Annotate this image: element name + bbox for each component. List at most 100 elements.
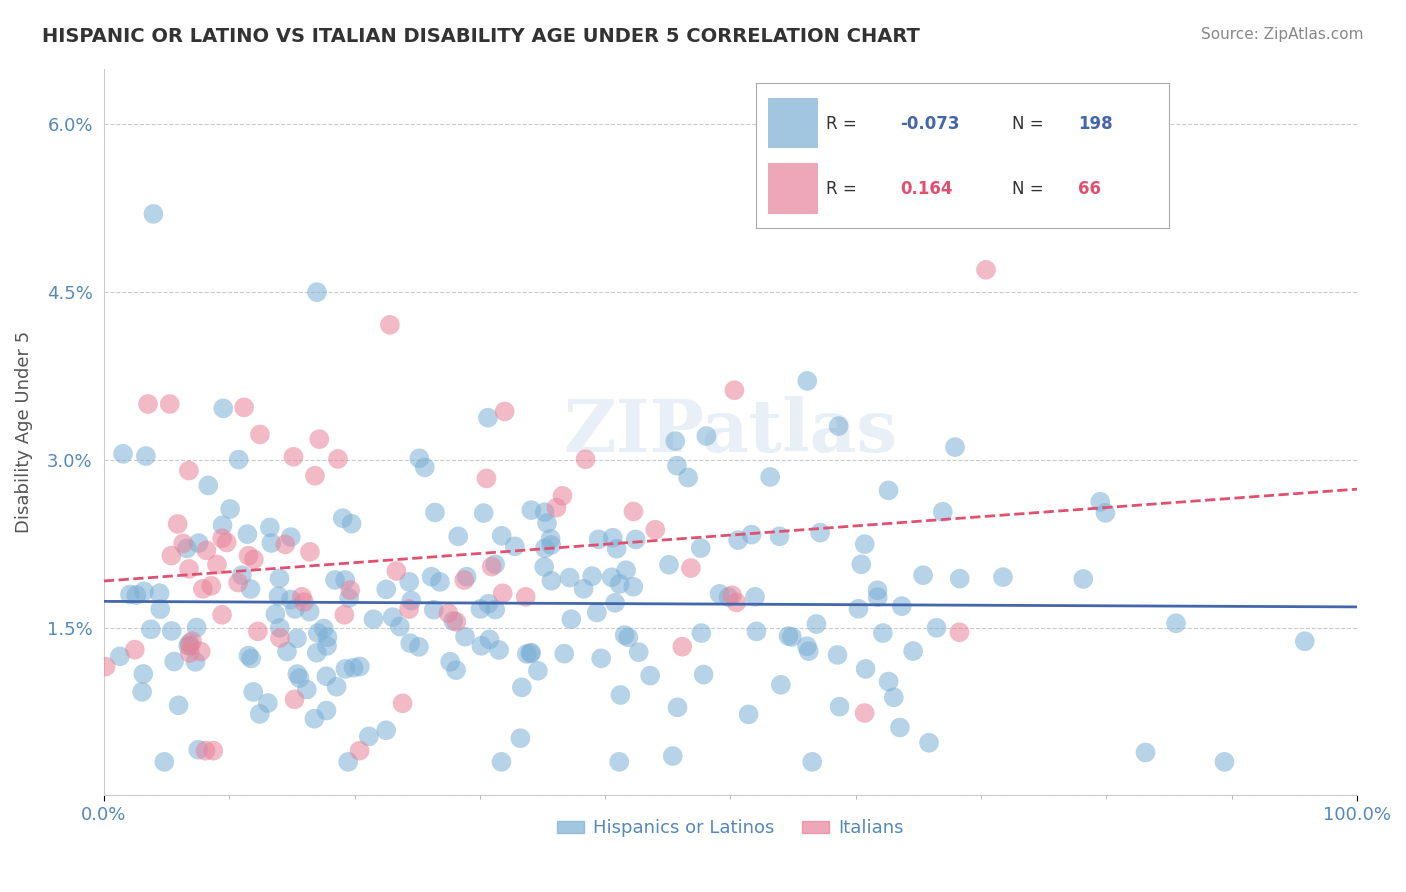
Point xyxy=(195,543,218,558)
Point xyxy=(456,570,478,584)
Point xyxy=(447,529,470,543)
Point xyxy=(658,558,681,572)
Point xyxy=(484,602,506,616)
Point xyxy=(308,432,330,446)
Point xyxy=(349,659,371,673)
Point xyxy=(437,606,460,620)
Point xyxy=(186,620,208,634)
Point xyxy=(202,744,225,758)
Point xyxy=(572,582,595,596)
Point xyxy=(132,584,155,599)
Point xyxy=(257,696,280,710)
Point xyxy=(475,471,498,485)
Point xyxy=(332,511,354,525)
Point xyxy=(768,529,790,543)
Point xyxy=(269,621,291,635)
Point xyxy=(737,707,759,722)
Point xyxy=(519,647,541,661)
Point xyxy=(883,690,905,705)
Point xyxy=(1135,746,1157,760)
Point xyxy=(851,558,873,572)
Point xyxy=(745,624,768,639)
Point xyxy=(398,574,420,589)
Point xyxy=(515,590,537,604)
Point xyxy=(709,587,731,601)
Point xyxy=(349,744,371,758)
Point xyxy=(219,502,242,516)
Point xyxy=(233,401,256,415)
Point xyxy=(375,723,398,738)
Point xyxy=(866,583,889,598)
Point xyxy=(94,659,117,673)
Point xyxy=(617,631,640,645)
Point xyxy=(378,318,401,332)
Point xyxy=(187,536,209,550)
Point xyxy=(607,755,630,769)
Point xyxy=(325,680,347,694)
Point xyxy=(240,651,263,665)
Point xyxy=(932,505,955,519)
Point xyxy=(796,639,818,653)
Point xyxy=(307,626,329,640)
Point xyxy=(305,646,328,660)
Point xyxy=(491,755,513,769)
Point xyxy=(855,662,877,676)
Point xyxy=(890,599,912,614)
Point xyxy=(215,535,238,549)
Point xyxy=(948,625,970,640)
Point xyxy=(1071,572,1094,586)
Point xyxy=(280,530,302,544)
Point xyxy=(808,525,831,540)
Point xyxy=(664,434,686,448)
Point xyxy=(304,712,326,726)
Point xyxy=(298,605,321,619)
Point xyxy=(408,451,430,466)
Point xyxy=(194,744,217,758)
Point xyxy=(644,523,666,537)
Point xyxy=(872,626,894,640)
Point xyxy=(211,531,233,545)
Point xyxy=(212,401,235,416)
Point xyxy=(339,582,361,597)
Point xyxy=(399,636,422,650)
Point xyxy=(135,449,157,463)
Point xyxy=(796,374,818,388)
Point xyxy=(375,582,398,597)
Point xyxy=(401,593,423,607)
Point xyxy=(149,602,172,616)
Point xyxy=(166,516,188,531)
Point xyxy=(503,540,526,554)
Point xyxy=(853,706,876,720)
Point xyxy=(236,527,259,541)
Point xyxy=(723,383,745,397)
Point xyxy=(676,470,699,484)
Point xyxy=(187,742,209,756)
Point xyxy=(1090,495,1112,509)
Point xyxy=(606,541,628,556)
Point xyxy=(132,667,155,681)
Point xyxy=(540,532,562,546)
Point xyxy=(179,636,201,650)
Point xyxy=(679,561,702,575)
Point xyxy=(408,640,430,654)
Point xyxy=(828,699,851,714)
Point xyxy=(108,649,131,664)
Point xyxy=(721,588,744,602)
Point xyxy=(181,634,204,648)
Point xyxy=(267,589,290,603)
Point xyxy=(285,667,308,681)
Point xyxy=(690,626,713,640)
Point xyxy=(269,571,291,585)
Point xyxy=(477,597,499,611)
Point xyxy=(249,706,271,721)
Point xyxy=(540,574,562,588)
Point xyxy=(160,549,183,563)
Point xyxy=(388,619,411,633)
Point xyxy=(925,621,948,635)
Point xyxy=(316,630,339,644)
Point xyxy=(661,749,683,764)
Point xyxy=(342,660,364,674)
Point xyxy=(385,564,408,578)
Point xyxy=(153,755,176,769)
Point xyxy=(315,704,337,718)
